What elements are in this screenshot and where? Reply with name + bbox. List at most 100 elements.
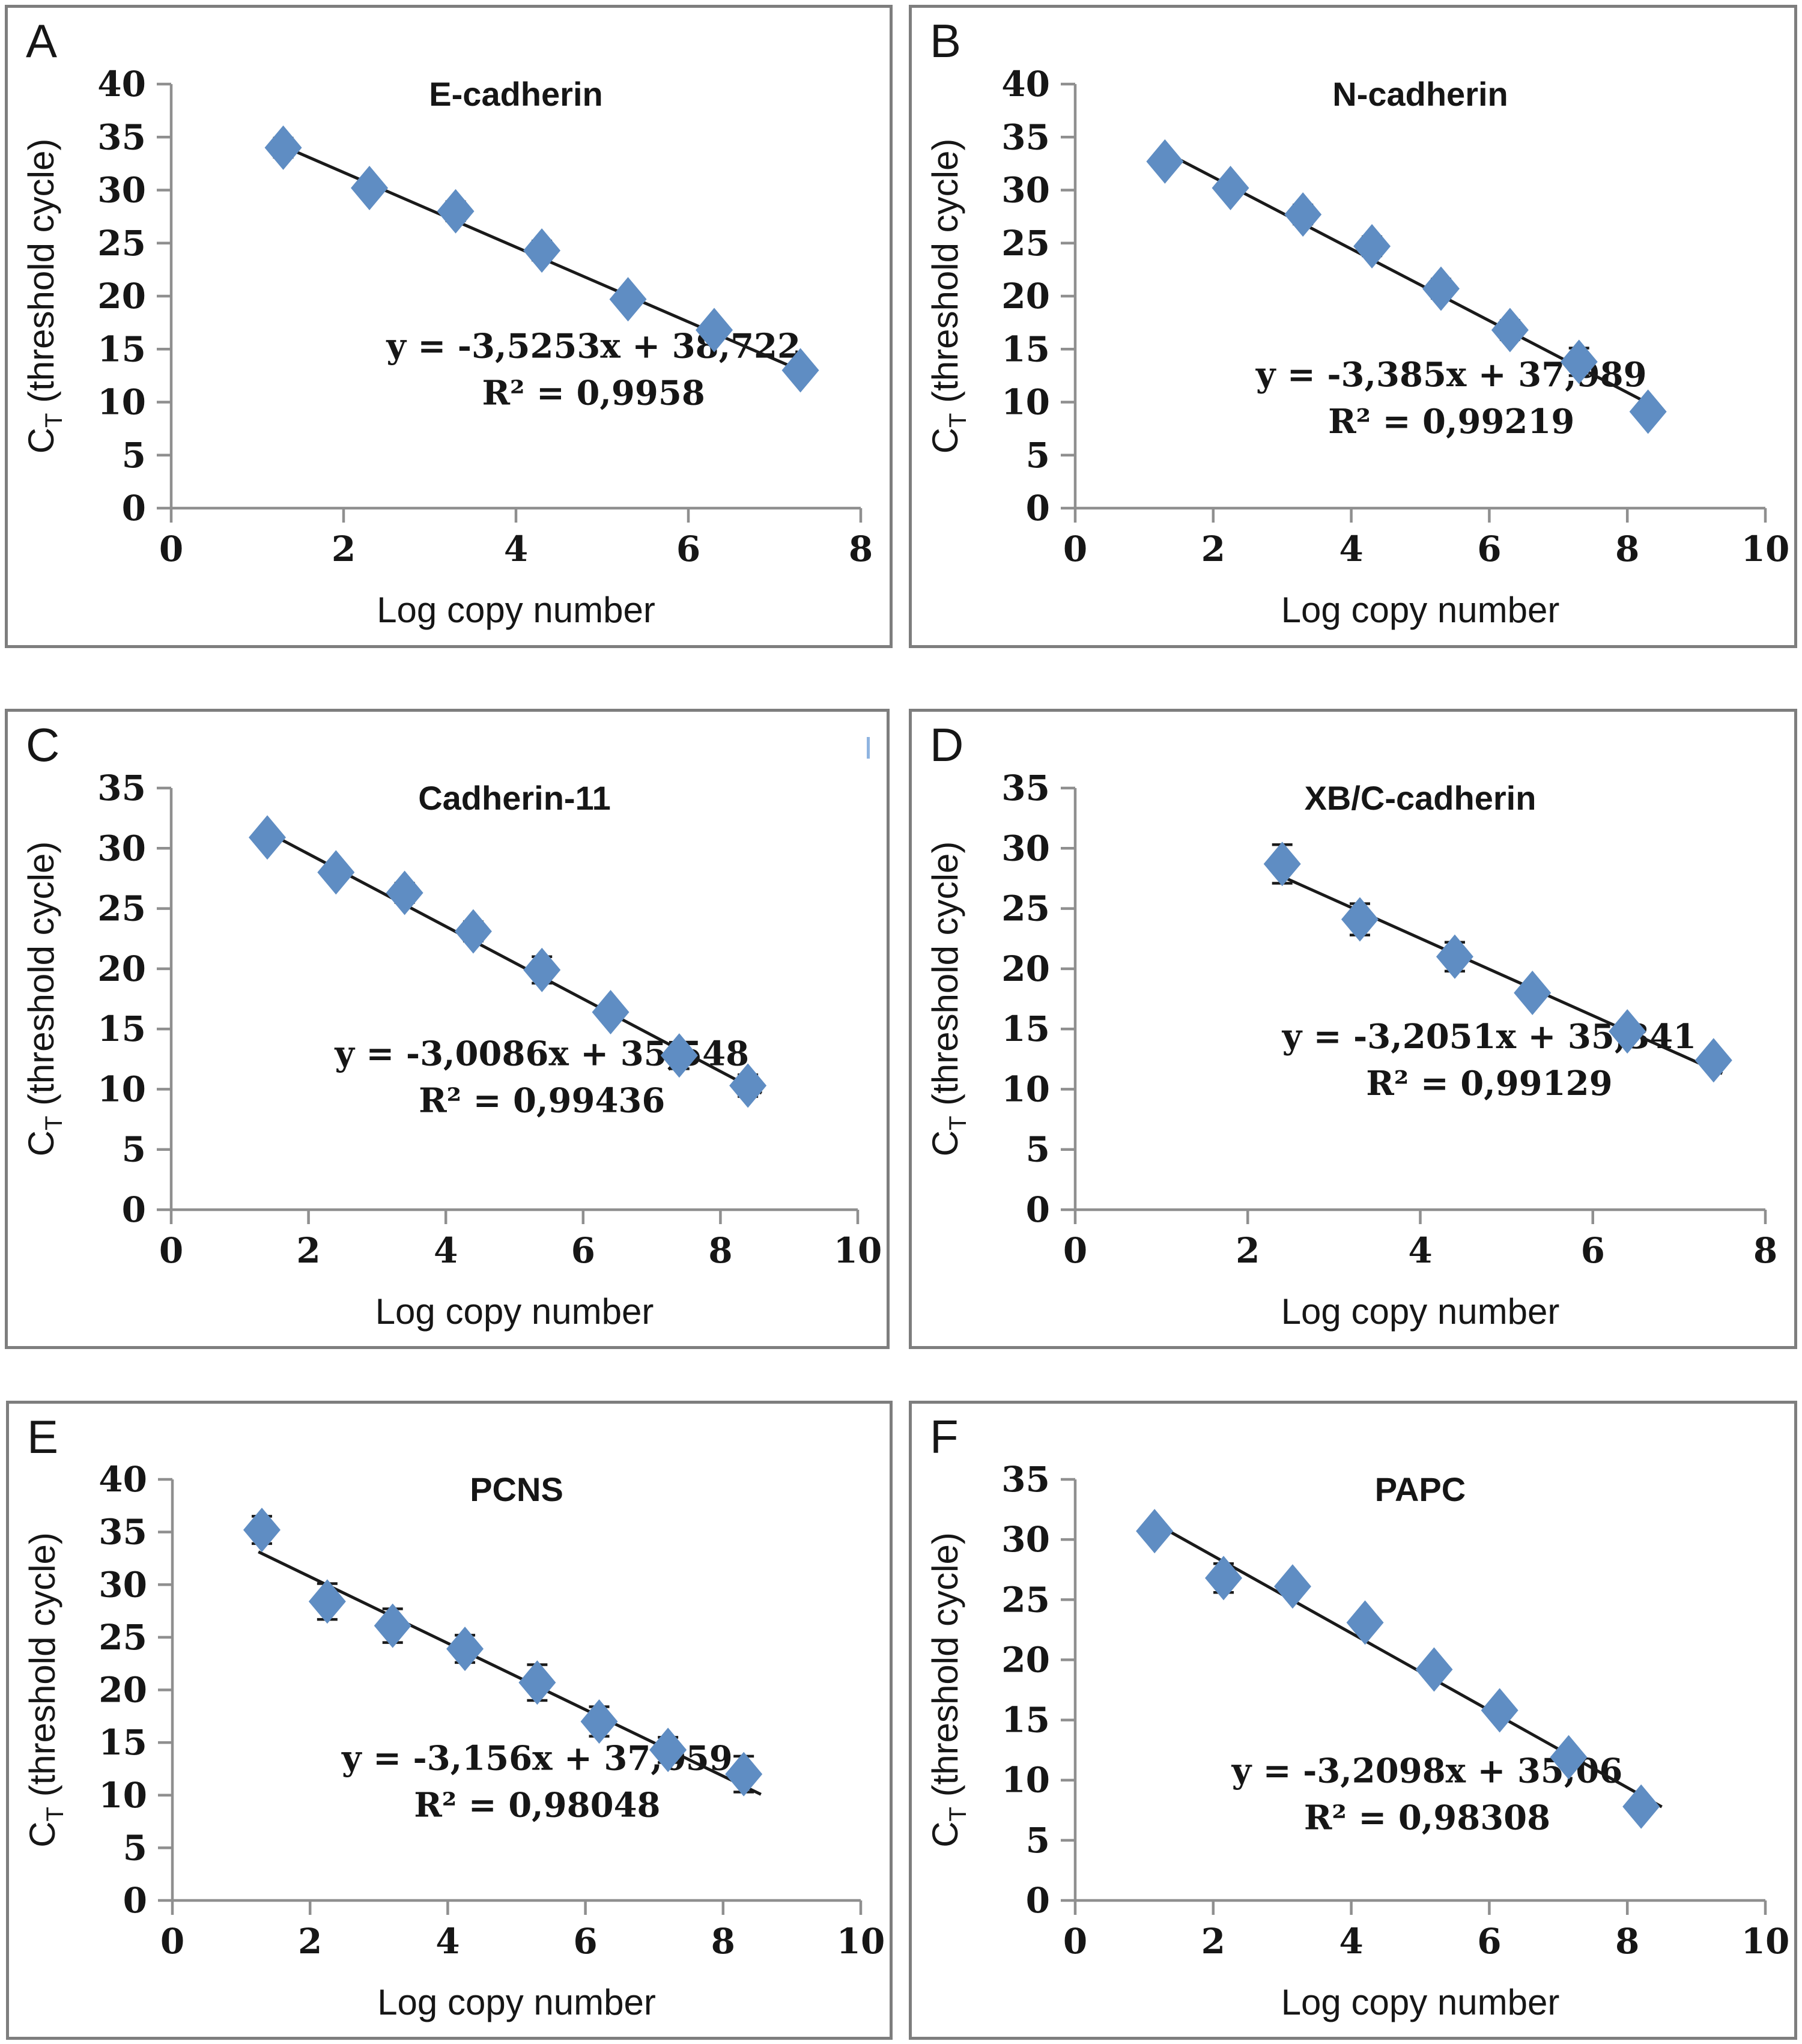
y-tick-label: 20 bbox=[1001, 948, 1050, 989]
chart-title: N-cadherin bbox=[1332, 75, 1508, 113]
x-tick-label: 4 bbox=[1339, 1921, 1363, 1962]
y-tick-label: 35 bbox=[97, 117, 146, 157]
data-point-marker bbox=[729, 1063, 767, 1108]
data-point-marker bbox=[264, 125, 302, 170]
data-point-marker bbox=[725, 1751, 763, 1797]
data-point-marker bbox=[317, 850, 355, 895]
data-point-marker bbox=[1481, 1688, 1518, 1733]
panel-a: A 0 2 4 6 8 0 5 10 15 20 25 30 35 40 E-cadherin Log cop… bbox=[5, 5, 893, 648]
panel-letter-e: E bbox=[27, 1410, 59, 1463]
y-tick-label: 20 bbox=[97, 276, 146, 317]
y-tick-label: 0 bbox=[1026, 1880, 1050, 1921]
r-squared-value: R² = 0,99129 bbox=[1366, 1064, 1612, 1103]
x-axis-title: Log copy number bbox=[1281, 590, 1560, 630]
x-tick-label: 6 bbox=[1477, 1921, 1501, 1962]
x-tick-label: 0 bbox=[159, 1230, 183, 1271]
x-axis-title: Log copy number bbox=[1281, 1982, 1560, 2022]
y-tick-label: 5 bbox=[122, 1129, 146, 1170]
y-tick-label: 25 bbox=[1001, 888, 1050, 929]
x-tick-label: 8 bbox=[1753, 1230, 1777, 1271]
x-axis-title: Log copy number bbox=[377, 1982, 656, 2022]
y-tick-label: 10 bbox=[97, 382, 146, 423]
x-tick-label: 6 bbox=[571, 1230, 595, 1271]
y-axis-title: CT (threshold cycle) bbox=[21, 139, 67, 454]
x-tick-label: 4 bbox=[434, 1230, 458, 1271]
y-tick-label: 10 bbox=[99, 1775, 147, 1816]
scatter-chart-xbc-cadherin: 0 2 4 6 8 0 5 10 15 20 25 30 35 XB/C-cadherin Log copy… bbox=[925, 768, 1777, 1332]
data-point-marker bbox=[592, 990, 629, 1035]
panel-letter-d: D bbox=[930, 718, 964, 771]
data-point-marker bbox=[1212, 165, 1249, 210]
y-tick-label: 30 bbox=[97, 170, 146, 211]
r-squared-value: R² = 0,98308 bbox=[1304, 1798, 1550, 1838]
scatter-chart-papc: 0 2 4 6 8 10 0 5 10 15 20 25 30 35 PAPC Log copy number… bbox=[925, 1459, 1789, 2022]
y-tick-label: 0 bbox=[122, 488, 146, 529]
x-tick-label: 10 bbox=[1741, 529, 1790, 569]
y-tick-label: 0 bbox=[122, 1189, 146, 1230]
x-tick-label: 4 bbox=[1408, 1230, 1432, 1271]
data-point-marker bbox=[351, 165, 389, 210]
data-point-marker bbox=[1341, 897, 1379, 942]
data-point-marker bbox=[374, 1603, 411, 1648]
x-axis-title: Log copy number bbox=[377, 590, 655, 630]
y-tick-label: 0 bbox=[1026, 1189, 1050, 1230]
x-tick-label: 6 bbox=[1477, 529, 1501, 569]
x-tick-label: 6 bbox=[676, 529, 700, 569]
panel-letter-f: F bbox=[930, 1410, 959, 1463]
x-tick-label: 2 bbox=[298, 1921, 322, 1962]
y-tick-label: 20 bbox=[1001, 1639, 1050, 1680]
panel-letter-b: B bbox=[930, 14, 962, 67]
y-tick-label: 40 bbox=[99, 1459, 147, 1500]
y-tick-label: 20 bbox=[1001, 276, 1050, 317]
r-squared-value: R² = 0,9958 bbox=[482, 373, 705, 413]
data-point-marker bbox=[446, 1627, 484, 1672]
y-tick-label: 0 bbox=[123, 1880, 147, 1921]
data-point-marker bbox=[649, 1727, 687, 1773]
data-point-marker bbox=[1436, 934, 1473, 979]
data-point-marker bbox=[1422, 266, 1460, 311]
data-point-marker bbox=[1353, 224, 1391, 269]
panel-b: B 0 2 4 6 8 10 0 5 10 15 20 25 30 35 40 N-cadherin Log c… bbox=[909, 5, 1797, 648]
y-tick-label: 30 bbox=[1001, 828, 1050, 869]
data-point-marker bbox=[1284, 192, 1322, 237]
x-tick-label: 2 bbox=[1236, 1230, 1260, 1271]
x-tick-label: 0 bbox=[1063, 1921, 1087, 1962]
panel-d: D 0 2 4 6 8 0 5 10 15 20 25 30 35 XB/C-cadherin Log co… bbox=[909, 709, 1797, 1349]
y-tick-label: 15 bbox=[1001, 329, 1050, 369]
y-axis-title: CT (threshold cycle) bbox=[925, 1532, 971, 1848]
y-tick-label: 15 bbox=[1001, 1700, 1050, 1741]
y-tick-label: 15 bbox=[1001, 1008, 1050, 1049]
y-tick-label: 20 bbox=[97, 948, 146, 989]
y-tick-label: 5 bbox=[1026, 1129, 1050, 1170]
x-tick-label: 10 bbox=[834, 1230, 882, 1271]
y-tick-label: 40 bbox=[97, 64, 146, 105]
y-tick-label: 25 bbox=[1001, 223, 1050, 264]
data-point-marker bbox=[1550, 1735, 1588, 1780]
data-point-marker bbox=[1609, 1009, 1646, 1054]
y-tick-label: 15 bbox=[97, 329, 146, 369]
panel-letter-a: A bbox=[26, 14, 58, 67]
chart-title: PAPC bbox=[1375, 1470, 1466, 1508]
chart-title: E-cadherin bbox=[429, 75, 602, 113]
data-point-marker bbox=[1514, 970, 1552, 1015]
panel-c: C 0 2 4 6 8 10 0 5 10 15 20 25 30 35 Cadherin-11 Log co… bbox=[5, 709, 890, 1349]
x-tick-label: 2 bbox=[1201, 1921, 1225, 1962]
r-squared-value: R² = 0,99219 bbox=[1328, 402, 1574, 441]
x-tick-label: 8 bbox=[1615, 1921, 1639, 1962]
y-tick-label: 35 bbox=[1001, 1459, 1050, 1500]
data-point-marker bbox=[781, 348, 819, 393]
y-axis-title: CT (threshold cycle) bbox=[22, 1532, 68, 1848]
x-axis-title: Log copy number bbox=[375, 1291, 654, 1332]
x-tick-label: 6 bbox=[1581, 1230, 1605, 1271]
y-tick-label: 5 bbox=[123, 1827, 147, 1868]
y-tick-label: 35 bbox=[1001, 768, 1050, 808]
y-tick-label: 35 bbox=[1001, 117, 1050, 157]
data-point-marker bbox=[1415, 1647, 1453, 1692]
data-point-marker bbox=[523, 228, 561, 273]
data-point-marker bbox=[1694, 1038, 1732, 1083]
scatter-chart-n-cadherin: 0 2 4 6 8 10 0 5 10 15 20 25 30 35 40 N-cadherin Log cop… bbox=[925, 64, 1790, 630]
scatter-chart-cadherin-11: 0 2 4 6 8 10 0 5 10 15 20 25 30 35 Cadherin-11 Log copy… bbox=[21, 768, 882, 1332]
chart-title: Cadherin-11 bbox=[418, 779, 611, 817]
y-tick-label: 30 bbox=[99, 1564, 147, 1605]
